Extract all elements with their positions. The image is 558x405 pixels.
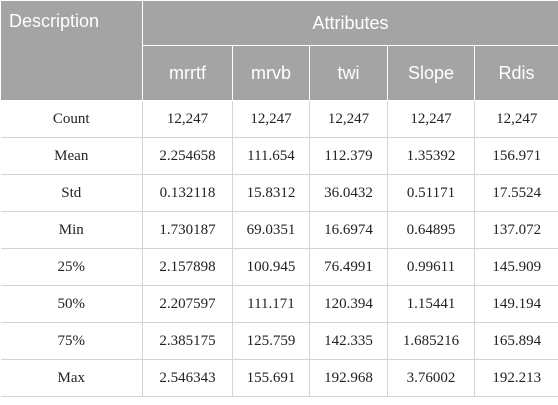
column-header-slope: Slope [387, 45, 475, 101]
table-cell: 2.254658 [142, 137, 233, 175]
description-header: Description [0, 0, 143, 101]
table-cell: 2.157898 [142, 248, 233, 286]
table-cell: 12,247 [387, 100, 475, 138]
row-label: Min [0, 211, 143, 249]
header-row-columns: mrrtf mrvb twi Slope Rdis [1, 45, 558, 101]
table-cell: 192.968 [309, 359, 388, 397]
table-cell: 17.5524 [474, 174, 558, 212]
table-cell: 165.894 [474, 322, 558, 360]
row-label: Max [0, 359, 143, 397]
table-cell: 36.0432 [309, 174, 388, 212]
table-cell: 0.99611 [387, 248, 475, 286]
table-cell: 1.15441 [387, 285, 475, 323]
table-cell: 2.385175 [142, 322, 233, 360]
attributes-group-header: Attributes [141, 0, 558, 46]
table-cell: 149.194 [474, 285, 558, 323]
column-header-rdis: Rdis [473, 45, 558, 101]
header-row-top: Description Attributes [0, 0, 558, 101]
table-cell: 12,247 [232, 100, 310, 138]
table-cell: 192.213 [474, 359, 558, 397]
table-cell: 111.171 [232, 285, 310, 323]
table-cell: 1.685216 [387, 322, 475, 360]
table-cell: 1.35392 [387, 137, 475, 175]
table-row: Count 12,247 12,247 12,247 12,247 12,247 [0, 100, 558, 138]
table-row: Std 0.132118 15.8312 36.0432 0.51171 17.5524 [0, 174, 558, 212]
table-cell: 156.971 [474, 137, 558, 175]
table-cell: 137.072 [474, 211, 558, 249]
table-cell: 120.394 [309, 285, 388, 323]
row-label: 50% [0, 285, 143, 323]
table-cell: 16.6974 [309, 211, 388, 249]
table-row: 50% 2.207597 111.171 120.394 1.15441 149.194 [0, 285, 558, 323]
column-header-twi: twi [309, 45, 388, 101]
table-cell: 76.4991 [309, 248, 388, 286]
table-cell: 12,247 [142, 100, 233, 138]
row-label: 75% [0, 322, 143, 360]
row-label: 25% [0, 248, 143, 286]
table-cell: 12,247 [474, 100, 558, 138]
column-header-mrrtf: mrrtf [142, 45, 233, 101]
table-cell: 15.8312 [232, 174, 310, 212]
row-label: Std [0, 174, 143, 212]
row-label: Mean [0, 137, 143, 175]
table-cell: 111.654 [232, 137, 310, 175]
table-cell: 100.945 [232, 248, 310, 286]
table-header: Description Attributes mrrtf mrvb twi Sl… [0, 0, 558, 101]
column-header-mrvb: mrvb [232, 45, 310, 101]
table-cell: 1.730187 [142, 211, 233, 249]
table-cell: 0.64895 [387, 211, 475, 249]
table-cell: 125.759 [232, 322, 310, 360]
table-cell: 0.51171 [387, 174, 475, 212]
table-body: Count 12,247 12,247 12,247 12,247 12,247 Mean 2… [0, 100, 558, 397]
table-cell: 145.909 [474, 248, 558, 286]
table-cell: 69.0351 [232, 211, 310, 249]
table-row: 25% 2.157898 100.945 76.4991 0.99611 145.909 [0, 248, 558, 286]
row-label: Count [0, 100, 143, 138]
table-row: Min 1.730187 69.0351 16.6974 0.64895 137.072 [0, 211, 558, 249]
table-row: 75% 2.385175 125.759 142.335 1.685216 165.894 [0, 322, 558, 360]
table-cell: 2.207597 [142, 285, 233, 323]
table-cell: 2.546343 [142, 359, 233, 397]
table-cell: 0.132118 [142, 174, 233, 212]
table-row: Mean 2.254658 111.654 112.379 1.35392 156.971 [0, 137, 558, 175]
table-cell: 155.691 [232, 359, 310, 397]
table-cell: 112.379 [309, 137, 388, 175]
table-row: Max 2.546343 155.691 192.968 3.76002 192.213 [0, 359, 558, 397]
table-cell: 3.76002 [387, 359, 475, 397]
table-cell: 142.335 [309, 322, 388, 360]
table-cell: 12,247 [309, 100, 388, 138]
